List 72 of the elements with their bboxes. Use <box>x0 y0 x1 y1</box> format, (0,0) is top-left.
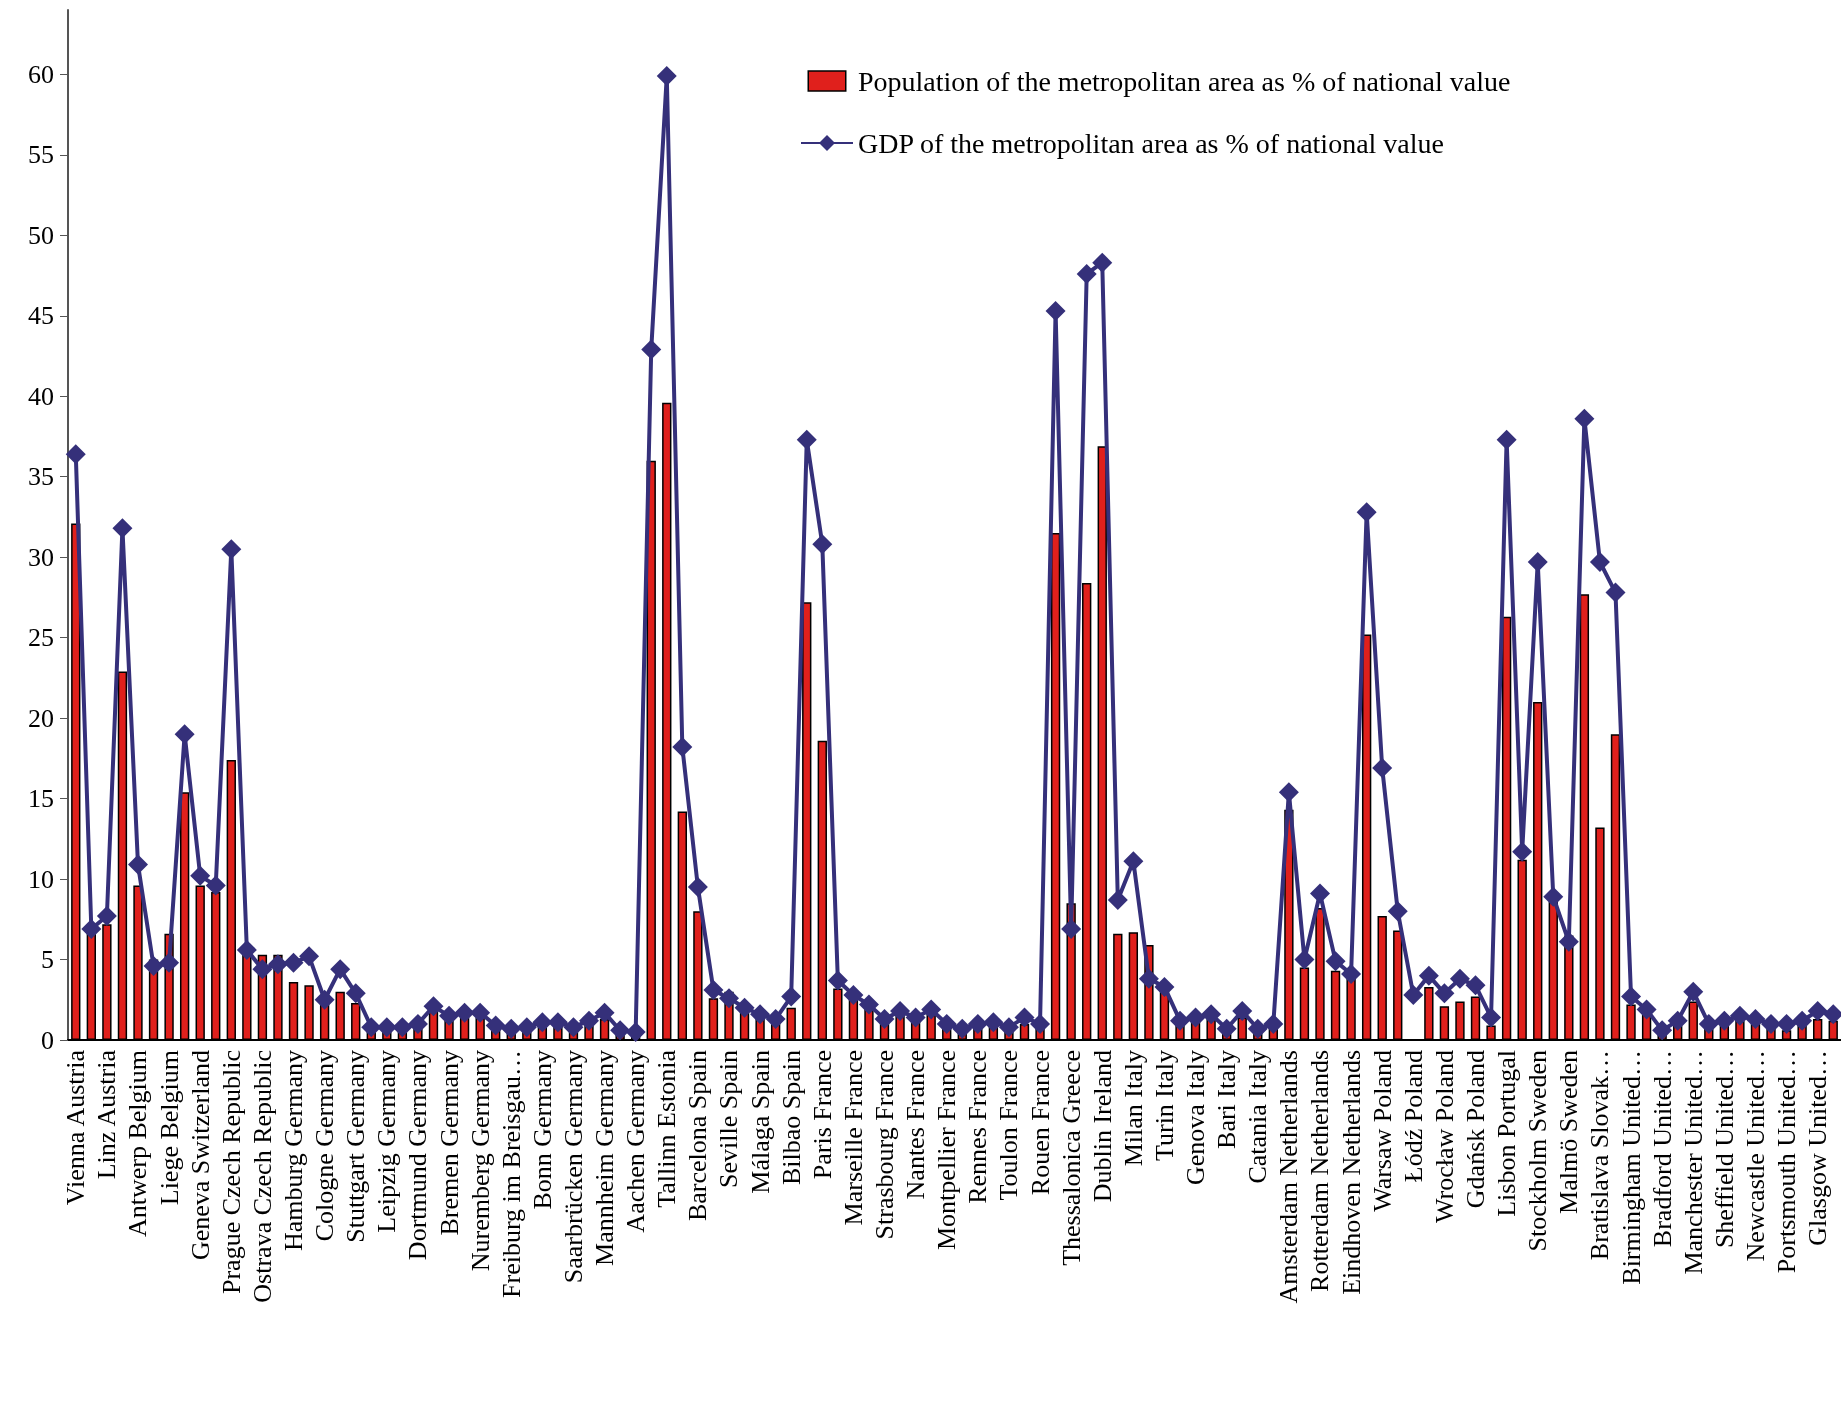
x-tick-label: Stuttgart Germany <box>341 1050 371 1243</box>
x-tick-label: Sheffield United… <box>1709 1050 1739 1249</box>
x-tick-label: Paris France <box>807 1050 837 1180</box>
x-tick-label: Amsterdam Netherlands <box>1274 1050 1304 1304</box>
y-tick-label: 25 <box>28 623 54 653</box>
x-tick-label: Łódź Poland <box>1398 1050 1428 1183</box>
x-tick-label: Liege Belgium <box>154 1050 184 1206</box>
x-tick-label: Dortmund Germany <box>403 1050 433 1261</box>
x-tick-label: Vienna Austria <box>61 1049 91 1206</box>
x-tick-label: Nuremberg Germany <box>465 1050 495 1272</box>
x-tick-label: Warsaw Poland <box>1367 1050 1397 1212</box>
x-tick-label: Freiburg im Breisgau… <box>496 1050 526 1298</box>
x-tick-label: Newcastle United… <box>1740 1050 1770 1262</box>
y-tick-label: 0 <box>41 1025 54 1055</box>
x-tick-label: Montpellier France <box>932 1050 962 1250</box>
x-tick-label: Bratislava Slovak… <box>1585 1050 1615 1261</box>
y-tick-label: 60 <box>28 59 54 89</box>
x-tick-label: Rotterdam Netherlands <box>1305 1050 1335 1292</box>
x-tick-label: Birmingham United… <box>1616 1050 1646 1285</box>
x-tick-label: Ostrava Czech Republic <box>247 1050 277 1303</box>
x-tick-label: Thessalonica Greece <box>1056 1050 1086 1266</box>
x-tick-label: Leipzig Germany <box>372 1050 402 1233</box>
x-tick-label: Wrocław Poland <box>1429 1050 1459 1223</box>
x-tick-label: Malmö Sweden <box>1554 1050 1584 1214</box>
x-tick-label: Saarbrücken Germany <box>558 1050 588 1284</box>
x-tick-label: Gdańsk Poland <box>1461 1050 1491 1209</box>
y-tick-label: 45 <box>28 301 54 331</box>
x-tick-label: Aachen Germany <box>621 1050 651 1233</box>
x-tick-label: Barcelona Spain <box>683 1050 713 1222</box>
y-tick-label: 40 <box>28 381 54 411</box>
x-tick-label: Rennes France <box>963 1050 993 1204</box>
x-tick-label: Stockholm Sweden <box>1523 1050 1553 1252</box>
x-tick-label: Marseille France <box>838 1050 868 1226</box>
x-tick-label: Glasgow United… <box>1803 1050 1833 1246</box>
x-tick-label: Linz Austria <box>92 1049 122 1180</box>
y-tick-label: 15 <box>28 784 54 814</box>
x-tick-label: Lisbon Portugal <box>1492 1050 1522 1217</box>
x-tick-label: Nantes France <box>901 1050 931 1200</box>
y-tick-label: 5 <box>41 945 54 975</box>
x-tick-label: Manchester United… <box>1678 1050 1708 1275</box>
x-tick-label: Dublin Ireland <box>1087 1050 1117 1203</box>
x-tick-label: Málaga Spain <box>745 1050 775 1194</box>
x-tick-label: Rouen France <box>1025 1050 1055 1196</box>
x-tick-label: Mannheim Germany <box>590 1050 620 1266</box>
x-tick-label: Antwerp Belgium <box>123 1050 153 1238</box>
y-tick-label: 55 <box>28 140 54 170</box>
legend-label: Population of the metropolitan area as % of national value <box>858 65 1511 97</box>
y-tick-label: 10 <box>28 864 54 894</box>
y-tick-label: 30 <box>28 542 54 572</box>
x-tick-label: Catania Italy <box>1243 1050 1273 1184</box>
x-tick-label: Eindhoven Netherlands <box>1336 1050 1366 1295</box>
x-tick-label: Bremen Germany <box>434 1050 464 1236</box>
x-tick-label: Tallinn Estonia <box>652 1049 682 1208</box>
x-tick-label: Bonn Germany <box>527 1050 557 1210</box>
x-tick-label: Bari Italy <box>1212 1050 1242 1149</box>
x-tick-label: Cologne Germany <box>310 1050 340 1242</box>
x-tick-label: Geneva Switzerland <box>185 1050 215 1261</box>
y-tick-label: 20 <box>28 703 54 733</box>
legend-label: GDP of the metropolitan area as % of national value <box>858 127 1444 159</box>
x-tick-label: Portsmouth United… <box>1772 1050 1802 1274</box>
x-tick-label: Prague Czech Republic <box>216 1050 246 1295</box>
x-tick-label: Bilbao Spain <box>776 1050 806 1186</box>
y-tick-label: 50 <box>28 220 54 250</box>
x-tick-label: Turin Italy <box>1149 1050 1179 1161</box>
x-tick-label: Genova Italy <box>1181 1050 1211 1186</box>
x-tick-label: Bradford United… <box>1647 1050 1677 1248</box>
x-tick-label: Toulon France <box>994 1050 1024 1201</box>
x-tick-label: Seville Spain <box>714 1050 744 1188</box>
x-tick-label: Strasbourg France <box>870 1050 900 1240</box>
x-tick-label: Hamburg Germany <box>279 1050 309 1251</box>
y-tick-label: 35 <box>28 462 54 492</box>
x-tick-label: Milan Italy <box>1118 1050 1148 1167</box>
